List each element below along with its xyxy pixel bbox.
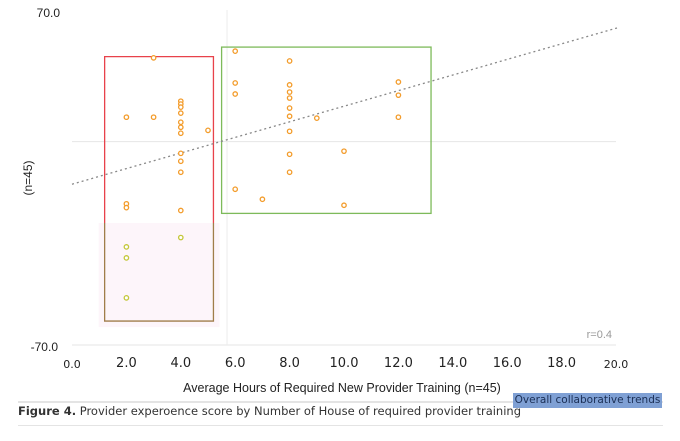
- figure-caption: Figure 4. Provider experoence score by N…: [18, 404, 521, 418]
- data-point: [177, 124, 184, 131]
- x-tick-label: 4.0: [170, 356, 191, 371]
- point-layer: [123, 48, 402, 301]
- data-point: [286, 113, 293, 120]
- data-point: [177, 119, 184, 126]
- data-point: [150, 55, 157, 61]
- data-point: [286, 95, 293, 101]
- data-point: [286, 151, 293, 158]
- data-point: [286, 105, 293, 111]
- x-tick-label: 12.0: [384, 356, 413, 371]
- data-point: [123, 204, 130, 211]
- data-point: [177, 150, 184, 157]
- data-point: [232, 48, 239, 55]
- region-lower-tint: [98, 223, 220, 328]
- region-layer: [98, 46, 432, 328]
- data-point: [177, 234, 184, 241]
- trend-layer: [71, 27, 618, 185]
- data-point: [177, 104, 184, 111]
- data-point: [341, 202, 347, 209]
- data-point: [286, 58, 293, 64]
- grid-layer: [72, 10, 616, 346]
- data-point: [341, 148, 347, 155]
- x-tick-label: 8.0: [279, 356, 300, 371]
- x-tick-label: 2.0: [116, 356, 137, 371]
- data-point: [286, 82, 293, 88]
- y-tick-label: -70.0: [31, 340, 59, 354]
- data-point: [286, 169, 293, 176]
- x-tick-label: 0.0: [63, 358, 81, 371]
- low-hours-cluster-box-upper: [103, 56, 215, 223]
- x-tick-label: 18.0: [547, 356, 576, 371]
- caption-divider-top: [18, 401, 663, 403]
- overall-trends-tag: Overall collaborative trends: [513, 393, 662, 408]
- caption-divider-bottom: [18, 425, 663, 426]
- y-tick-label: 70.0: [37, 6, 61, 20]
- x-tick-label: 16.0: [493, 356, 522, 371]
- data-point: [150, 114, 157, 121]
- low-hours-cluster-box-lower: [103, 223, 215, 322]
- data-point: [395, 114, 402, 121]
- data-point: [395, 92, 402, 99]
- correlation-annotation: r=0.4: [587, 329, 612, 341]
- data-point: [123, 255, 130, 261]
- data-point: [177, 158, 184, 165]
- x-tick-label: 6.0: [225, 356, 246, 371]
- data-point: [395, 79, 402, 85]
- x-tick-label: 10.0: [330, 356, 359, 371]
- figure-caption-text: Provider experoence score by Number of H…: [76, 404, 522, 418]
- figure-caption-label: Figure 4.: [18, 404, 77, 418]
- tick-layer: 0.0 2.0 4.0 6.0 8.0 10.0 12.0 14.0 16.0 18.0 20.0 7…: [31, 6, 629, 371]
- y-axis-label: (n=45): [21, 160, 35, 195]
- data-point: [177, 130, 184, 137]
- data-point: [232, 91, 239, 97]
- high-hours-cluster-box: [220, 46, 432, 215]
- data-point: [286, 128, 293, 135]
- x-tick-label: 14.0: [438, 356, 467, 371]
- data-point: [259, 196, 266, 203]
- data-point: [177, 207, 184, 214]
- data-point: [177, 110, 184, 116]
- x-tick-label: 20.0: [604, 358, 629, 371]
- data-point: [286, 89, 293, 95]
- data-point: [205, 127, 211, 134]
- data-point: [232, 80, 239, 86]
- data-point: [313, 115, 320, 122]
- data-point: [177, 169, 184, 176]
- data-point: [123, 114, 130, 121]
- data-point: [123, 244, 130, 250]
- x-axis-label: Average Hours of Required New Provider T…: [183, 381, 501, 395]
- data-point: [232, 186, 239, 193]
- trendline: [71, 27, 618, 185]
- data-point: [123, 295, 130, 301]
